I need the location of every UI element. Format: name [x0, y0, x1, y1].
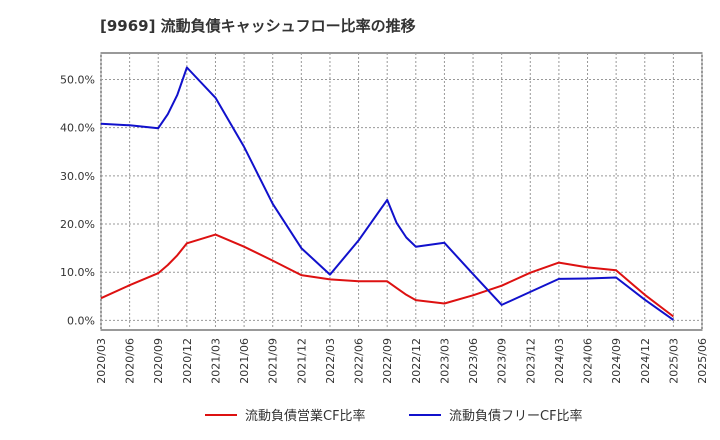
- x-tick-label: 2024/03: [553, 338, 566, 384]
- legend: 流動負債営業CF比率 流動負債フリーCF比率: [205, 408, 583, 424]
- y-tick-label: 30.0%: [60, 170, 95, 183]
- x-tick-label: 2020/09: [152, 338, 165, 384]
- grid-lines: [100, 53, 703, 330]
- x-tick-label: 2020/06: [124, 338, 137, 384]
- x-tick-label: 2021/06: [238, 338, 251, 384]
- y-tick-label: 50.0%: [60, 73, 95, 86]
- y-tick-label: 10.0%: [60, 266, 95, 279]
- x-tick-label: 2024/12: [639, 338, 652, 384]
- x-tick-label: 2022/03: [324, 338, 337, 384]
- x-tick-label: 2021/03: [209, 338, 222, 384]
- x-tick-label: 2025/03: [667, 338, 680, 384]
- x-axis-ticks: 2020/03 2020/06 2020/09 2020/12 2021/03 2021/…: [95, 338, 709, 384]
- legend-label: 流動負債営業CF比率: [245, 408, 366, 424]
- y-axis-ticks: 0.0% 10.0% 20.0% 30.0% 40.0% 50.0%: [60, 73, 95, 327]
- x-tick-label: 2022/12: [410, 338, 423, 384]
- x-tick-label: 2023/03: [438, 338, 451, 384]
- y-tick-label: 20.0%: [60, 218, 95, 231]
- y-tick-label: 0.0%: [67, 314, 95, 327]
- x-tick-label: 2023/09: [496, 338, 509, 384]
- x-tick-label: 2025/06: [696, 338, 709, 384]
- legend-label: 流動負債フリーCF比率: [449, 408, 583, 424]
- x-tick-label: 2023/06: [467, 338, 480, 384]
- x-tick-label: 2024/06: [582, 338, 595, 384]
- x-tick-label: 2021/12: [295, 338, 308, 384]
- y-tick-label: 40.0%: [60, 122, 95, 135]
- plot-frame: [100, 52, 703, 331]
- x-tick-label: 2020/12: [181, 338, 194, 384]
- x-tick-label: 2024/09: [610, 338, 623, 384]
- x-tick-label: 2022/06: [353, 338, 366, 384]
- plot-area: [100, 52, 703, 331]
- chart-title: [9969] 流動負債キャッシュフロー比率の推移: [100, 17, 416, 35]
- x-tick-label: 2021/09: [267, 338, 280, 384]
- series-layer: [100, 66, 675, 321]
- x-tick-label: 2020/03: [95, 338, 108, 384]
- x-tick-label: 2022/09: [381, 338, 394, 384]
- x-tick-label: 2023/12: [524, 338, 537, 384]
